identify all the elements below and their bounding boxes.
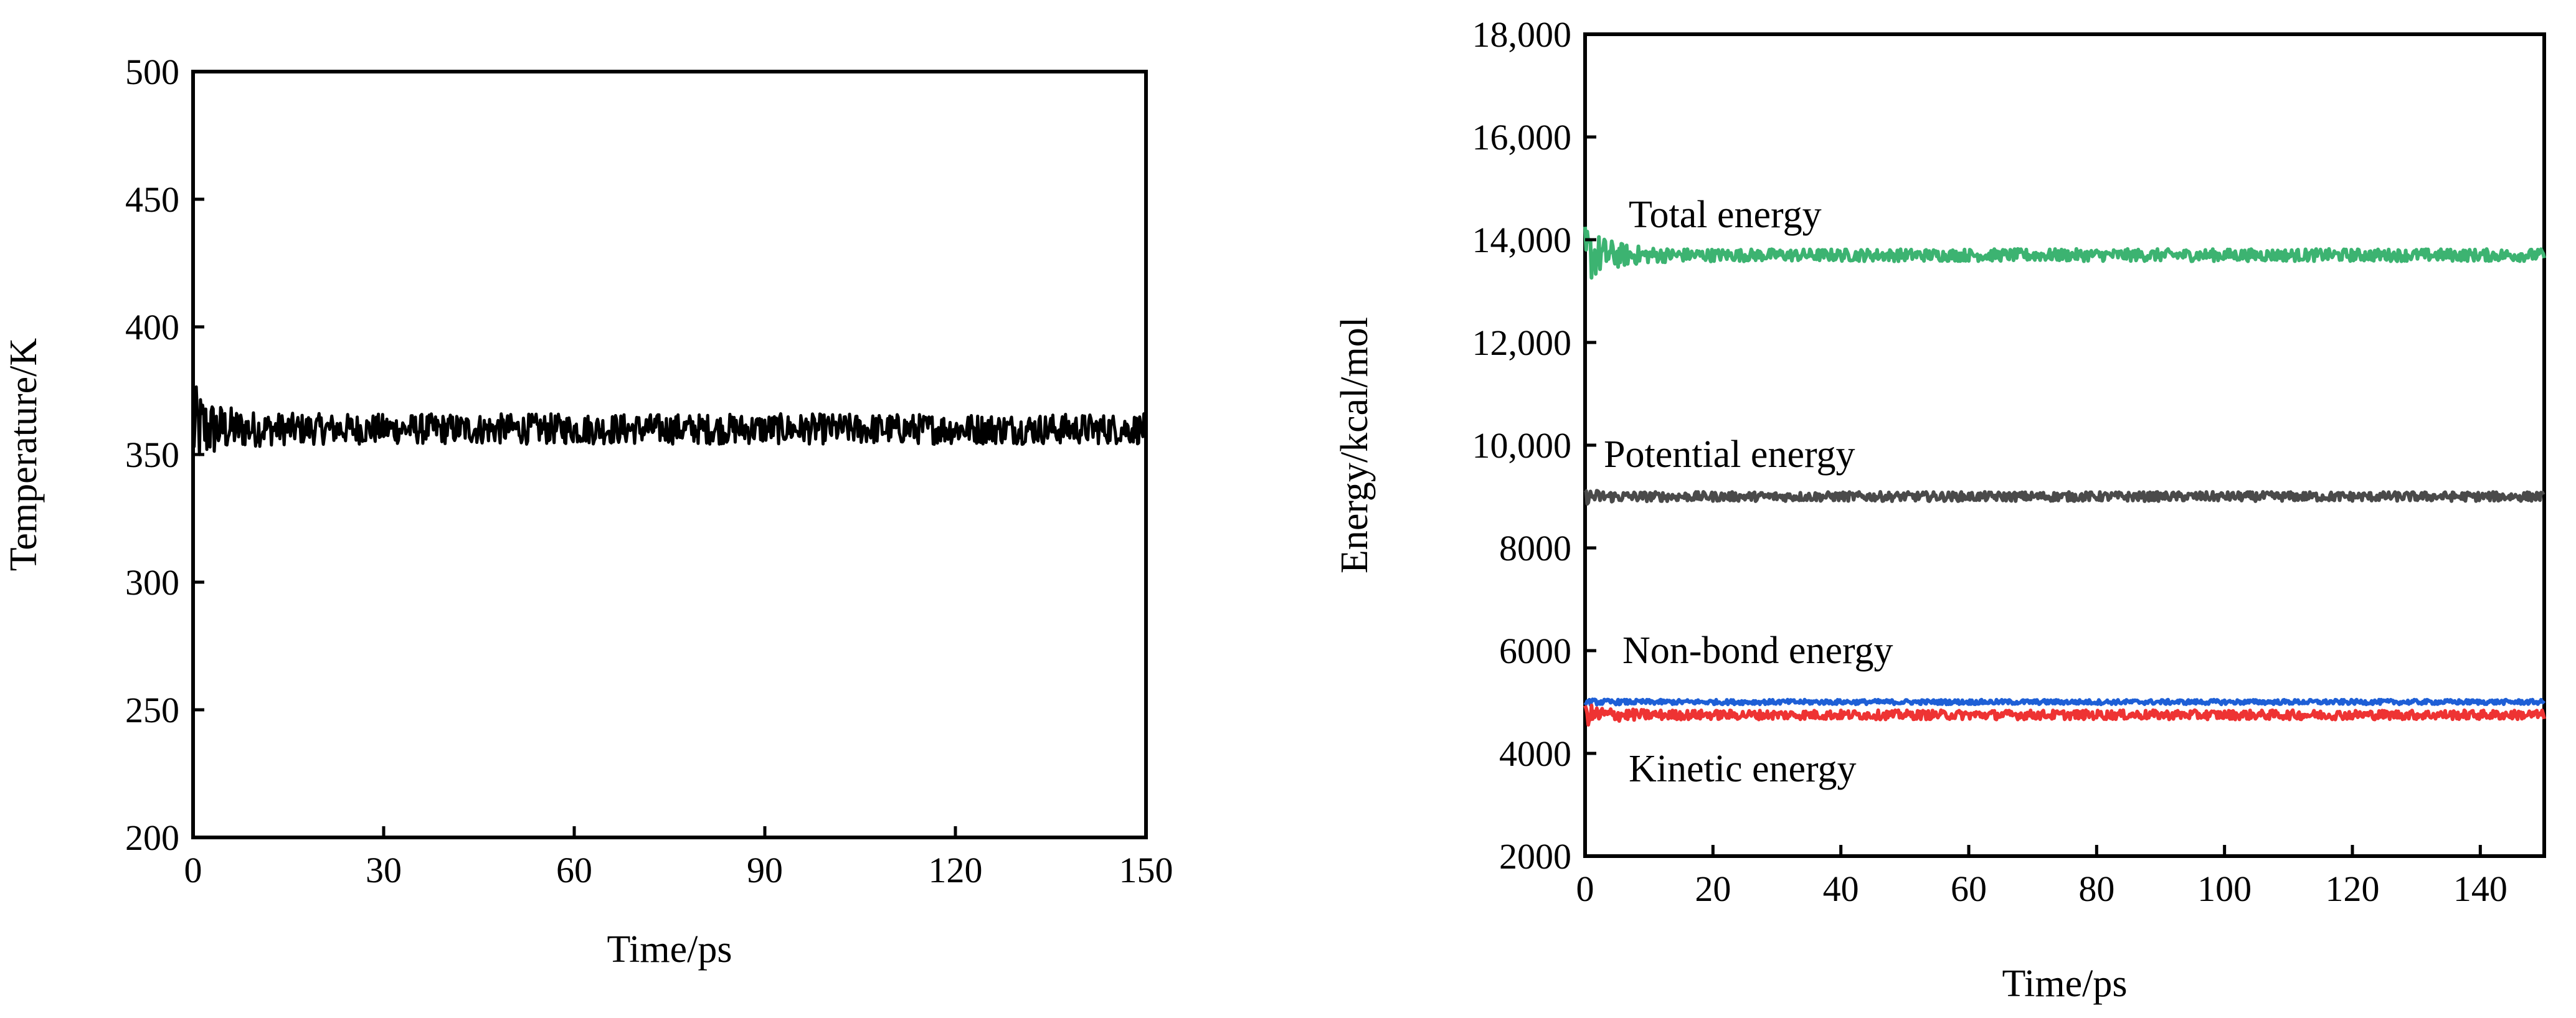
x-tick-label: 80	[2078, 869, 2114, 909]
y-tick-label: 500	[125, 52, 179, 92]
y-tick-label: 2000	[1499, 836, 1571, 877]
y-tick-label: 18,000	[1472, 14, 1572, 55]
series-label-total-energy: Total energy	[1629, 194, 1822, 236]
y-tick-label: 200	[125, 818, 179, 858]
y-tick-label: 250	[125, 690, 179, 730]
series-label-potential-energy: Potential energy	[1604, 433, 1855, 476]
x-tick-label: 0	[1576, 869, 1594, 909]
temperature-series-group	[191, 385, 1148, 456]
series-line-kinetic-energy	[1583, 704, 2546, 727]
temperature-y-axis-title: Temperature/K	[2, 338, 45, 572]
x-tick-label: 150	[1119, 850, 1173, 890]
energy-chart: 0 20 40 60 80 100 120 140 2000 4000 6000 8000 10,000…	[1333, 14, 2546, 1005]
series-line-temperature	[191, 385, 1148, 456]
y-tick-label: 450	[125, 179, 179, 220]
y-tick-label: 8000	[1499, 528, 1571, 568]
y-tick-label: 14,000	[1472, 220, 1572, 260]
temperature-tick-group: 0 30 60 90 120 150 200 250 300 350 400 450 500	[125, 52, 1173, 890]
x-tick-label: 60	[556, 850, 592, 890]
x-tick-label: 40	[1823, 869, 1859, 909]
x-tick-label: 30	[366, 850, 402, 890]
series-line-non-bond-energy	[1583, 697, 2546, 707]
y-tick-label: 400	[125, 307, 179, 347]
x-tick-label: 100	[2197, 869, 2252, 909]
temperature-plot-frame	[191, 70, 1148, 839]
temperature-x-axis-title: Time/ps	[607, 928, 732, 971]
energy-y-axis-title: Energy/kcal/mol	[1333, 317, 1376, 573]
x-tick-label: 20	[1695, 869, 1731, 909]
series-label-kinetic-energy: Kinetic energy	[1629, 748, 1857, 790]
energy-tick-group: 0 20 40 60 80 100 120 140 2000 4000 6000 8000 10,000…	[1472, 14, 2507, 909]
energy-x-axis-title: Time/ps	[2002, 963, 2127, 1005]
x-tick-label: 90	[747, 850, 783, 890]
energy-series-label-group: Total energy Potential energy Non-bond ene…	[1604, 194, 1893, 790]
y-tick-label: 10,000	[1472, 425, 1572, 466]
series-label-non-bond-energy: Non-bond energy	[1622, 629, 1893, 672]
x-tick-label: 0	[184, 850, 202, 890]
y-tick-label: 6000	[1499, 631, 1571, 671]
x-tick-label: 120	[929, 850, 983, 890]
x-tick-label: 140	[2453, 869, 2507, 909]
series-line-total-energy	[1583, 227, 2546, 280]
x-tick-label: 60	[1951, 869, 1987, 909]
y-tick-label: 300	[125, 562, 179, 603]
series-line-potential-energy	[1583, 488, 2545, 506]
y-tick-label: 350	[125, 435, 179, 475]
energy-series-group	[1583, 227, 2546, 727]
x-tick-label: 120	[2326, 869, 2380, 909]
temperature-chart: 0 30 60 90 120 150 200 250 300 350 400 450 500 Time/…	[2, 52, 1173, 971]
y-tick-label: 12,000	[1472, 323, 1572, 363]
y-tick-label: 4000	[1499, 733, 1571, 774]
y-tick-label: 16,000	[1472, 117, 1572, 158]
